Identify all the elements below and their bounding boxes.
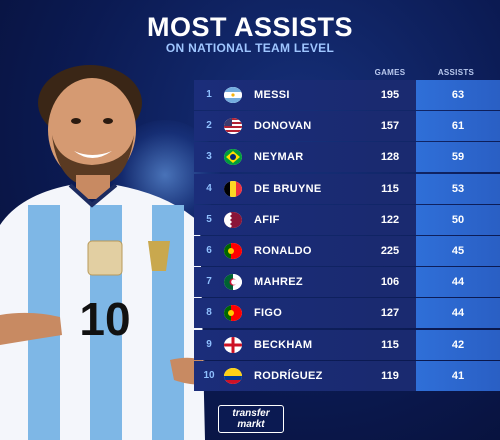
brazil-flag-icon: [224, 149, 242, 166]
page-subtitle: ON NATIONAL TEAM LEVEL: [165, 41, 335, 55]
belgium-flag-icon: [224, 180, 242, 197]
assists-value: 42: [451, 338, 465, 351]
assists-cell: 59: [416, 142, 500, 173]
assists-cell: 50: [416, 204, 500, 235]
portugal-flag-icon: [224, 242, 242, 259]
table-row: 3 NEYMAR 128 59: [194, 142, 500, 173]
assists-value: 41: [451, 369, 465, 382]
assists-value: 61: [451, 120, 465, 133]
usa-flag-icon: [224, 118, 242, 135]
assists-value: 44: [451, 307, 465, 320]
colombia-flag-icon: [224, 367, 242, 384]
argentina-flag-icon: [224, 87, 242, 103]
player-name: FIGO: [254, 307, 283, 320]
games-value: 115: [381, 182, 399, 195]
rank: 6: [206, 244, 212, 256]
games-value: 225: [380, 244, 400, 257]
player-name: RODRÍGUEZ: [254, 369, 323, 382]
qatar-flag-icon: [224, 211, 242, 228]
rank: 7: [206, 276, 212, 288]
games-value: 106: [380, 276, 400, 289]
rank: 8: [206, 307, 212, 319]
rank: 2: [206, 120, 212, 132]
assists-cell: 53: [416, 173, 500, 204]
player-name: BECKHAM: [254, 338, 313, 351]
assists-cell: 44: [416, 298, 500, 329]
games-value: 157: [380, 120, 400, 133]
table-row: 7 MAHREZ 106 44: [194, 267, 500, 298]
rank: 3: [206, 151, 212, 163]
games-value: 127: [380, 307, 400, 320]
table-row: 6 RONALDO 225 45: [194, 235, 500, 266]
player-name: RONALDO: [254, 244, 312, 257]
games-value: 128: [380, 151, 400, 164]
player-name: DONOVAN: [254, 120, 312, 133]
player-illustration: 10: [0, 65, 205, 440]
transfermarkt-logo: transfer markt: [218, 405, 284, 433]
assists-cell: 45: [416, 235, 500, 266]
player-name: NEYMAR: [254, 151, 304, 164]
rank: 9: [206, 338, 212, 350]
assists-value: 50: [451, 213, 465, 226]
assists-value: 53: [451, 182, 465, 195]
assists-value: 45: [451, 244, 465, 257]
assists-table: 1 MESSI 195 63 2 DONOVAN 157 61 3 NEYMAR…: [194, 80, 500, 392]
assists-cell: 42: [416, 329, 500, 360]
page-title: MOST ASSISTS: [146, 12, 354, 42]
assists-value: 44: [451, 276, 465, 289]
player-name: MAHREZ: [254, 276, 303, 289]
rank: 10: [203, 369, 215, 381]
table-row: 1 MESSI 195 63: [194, 80, 500, 110]
algeria-flag-icon: [224, 274, 242, 291]
table-row: 9 BECKHAM 115 42: [194, 329, 500, 360]
table-row: 2 DONOVAN 157 61: [194, 111, 500, 142]
assists-cell: 61: [416, 111, 500, 142]
rank: 1: [206, 89, 212, 100]
games-value: 122: [380, 213, 400, 226]
rank: 5: [206, 213, 212, 225]
column-header-assists: ASSISTS: [437, 68, 475, 77]
player-name: MESSI: [254, 89, 290, 101]
assists-cell: 63: [416, 80, 500, 110]
assists-cell: 44: [416, 267, 500, 298]
shirt-number: 10: [79, 293, 130, 345]
table-row: 4 DE BRUYNE 115 53: [194, 173, 500, 204]
player-name: DE BRUYNE: [254, 182, 322, 195]
rank: 4: [206, 182, 212, 194]
table-row: 5 AFIF 122 50: [194, 204, 500, 235]
assists-value: 63: [451, 89, 465, 101]
assists-cell: 41: [416, 360, 500, 391]
portugal-flag-icon: [224, 305, 242, 322]
table-row: 8 FIGO 127 44: [194, 298, 500, 329]
assists-value: 59: [451, 151, 465, 164]
games-value: 115: [381, 338, 399, 351]
games-value: 119: [381, 369, 399, 382]
england-flag-icon: [224, 336, 242, 353]
games-value: 195: [380, 89, 400, 101]
column-header-games: GAMES: [374, 68, 406, 77]
player-name: AFIF: [254, 213, 280, 226]
table-row: 10 RODRÍGUEZ 119 41: [194, 360, 500, 391]
